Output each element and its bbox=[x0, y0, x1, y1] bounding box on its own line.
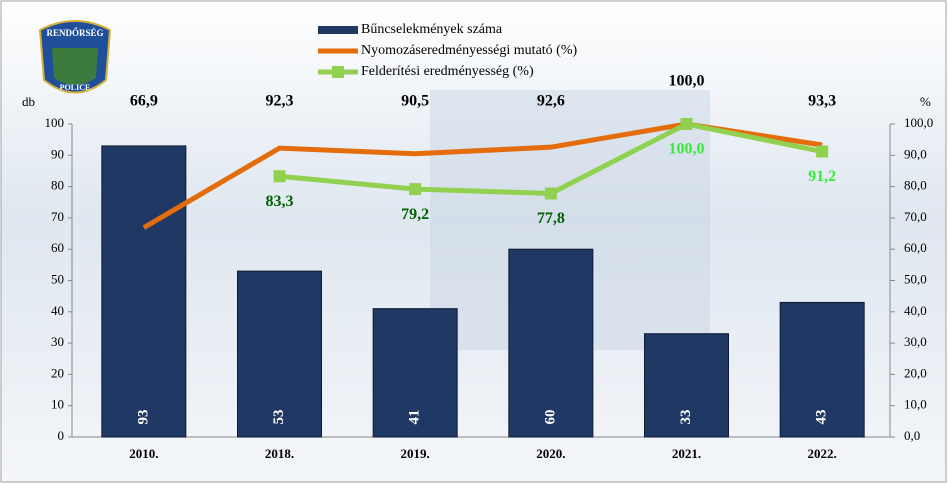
line-value-label: 90,5 bbox=[401, 93, 429, 110]
bar-value-label: 33 bbox=[678, 410, 694, 425]
y2-tick-label: 30,0 bbox=[904, 334, 927, 349]
bar bbox=[508, 248, 594, 438]
y2-tick-label: 100,0 bbox=[904, 115, 933, 130]
point-marker bbox=[273, 170, 286, 183]
bar bbox=[779, 301, 865, 438]
y-tick-label: 60 bbox=[51, 240, 64, 255]
y2-axis-label: % bbox=[920, 94, 931, 109]
y-tick-label: 50 bbox=[51, 271, 64, 286]
line-value-label: 100,0 bbox=[669, 73, 705, 90]
line-value-label: 91,2 bbox=[808, 168, 836, 185]
line-value-label: 93,3 bbox=[808, 93, 836, 110]
y-tick-label: 70 bbox=[51, 209, 64, 224]
legend-swatch bbox=[318, 26, 358, 34]
logo-top: RENDŐRSÉG bbox=[46, 28, 103, 38]
y-tick-label: 30 bbox=[51, 334, 64, 349]
line-value-label: 83,3 bbox=[266, 193, 294, 210]
logo: RENDŐRSÉG POLICE bbox=[38, 20, 112, 94]
line-value-label: 92,3 bbox=[266, 93, 294, 110]
y2-tick-label: 10,0 bbox=[904, 397, 927, 412]
y-tick-label: 100 bbox=[45, 115, 65, 130]
bar-value-label: 93 bbox=[135, 410, 151, 425]
bar-value-label: 53 bbox=[271, 410, 287, 425]
y2-tick-label: 20,0 bbox=[904, 365, 927, 380]
y2-tick-label: 50,0 bbox=[904, 271, 927, 286]
legend-label: Nyomozáseredményességi mutató (%) bbox=[361, 43, 577, 58]
point-marker bbox=[680, 118, 693, 130]
x-tick-label: 2021. bbox=[672, 446, 701, 461]
y-tick-label: 90 bbox=[51, 146, 64, 161]
x-tick-label: 2022. bbox=[808, 446, 837, 461]
y-tick-label: 10 bbox=[51, 397, 64, 412]
line-value-label: 79,2 bbox=[401, 206, 429, 223]
x-tick-label: 2020. bbox=[536, 446, 565, 461]
y-tick-label: 40 bbox=[51, 303, 64, 318]
y2-tick-label: 80,0 bbox=[904, 178, 927, 193]
line-value-label: 66,9 bbox=[130, 93, 158, 110]
bar bbox=[372, 308, 458, 438]
legend-swatch-marker bbox=[332, 66, 344, 78]
y2-tick-label: 60,0 bbox=[904, 240, 927, 255]
logo-bottom: POLICE bbox=[60, 83, 91, 92]
bar bbox=[101, 145, 187, 438]
x-tick-label: 2018. bbox=[265, 446, 294, 461]
bar bbox=[644, 333, 729, 438]
legend-label: Bűncselekmények száma bbox=[361, 22, 503, 37]
y2-tick-label: 90,0 bbox=[904, 146, 927, 161]
bar bbox=[237, 270, 322, 438]
y-tick-label: 20 bbox=[51, 365, 64, 380]
x-tick-label: 2010. bbox=[129, 446, 158, 461]
bar-value-label: 41 bbox=[407, 410, 423, 425]
y-tick-label: 80 bbox=[51, 178, 64, 193]
line-value-label: 77,8 bbox=[537, 210, 565, 227]
point-marker bbox=[544, 187, 557, 200]
bar-value-label: 60 bbox=[542, 410, 558, 425]
y-tick-label: 0 bbox=[58, 428, 65, 443]
y-axis-label: db bbox=[22, 94, 35, 109]
line-value-label: 92,6 bbox=[537, 93, 565, 110]
y2-tick-label: 70,0 bbox=[904, 209, 927, 224]
legend-label: Felderítési eredményesség (%) bbox=[361, 64, 534, 79]
line-value-label: 100,0 bbox=[669, 141, 705, 158]
point-marker bbox=[816, 145, 829, 158]
y2-tick-label: 0,0 bbox=[904, 428, 920, 443]
x-tick-label: 2019. bbox=[401, 446, 430, 461]
point-marker bbox=[409, 183, 422, 196]
y2-tick-label: 40,0 bbox=[904, 303, 927, 318]
bar-value-label: 43 bbox=[814, 410, 830, 425]
